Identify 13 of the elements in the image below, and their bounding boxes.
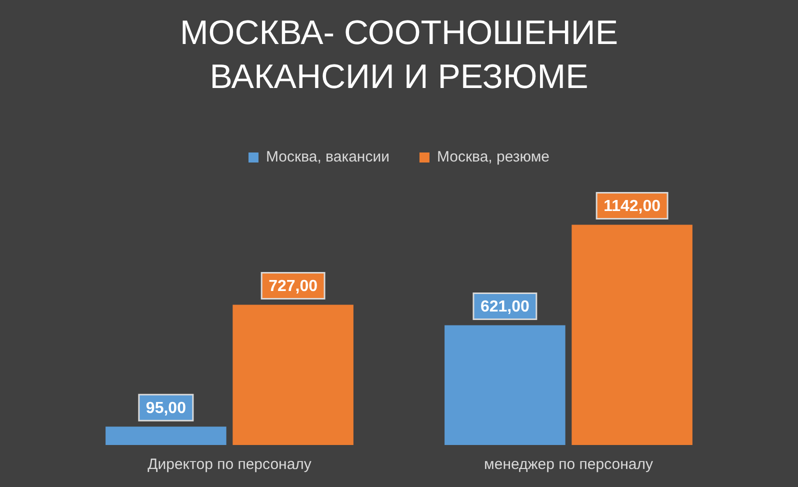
legend-label: Москва, резюме xyxy=(436,148,550,166)
bar xyxy=(232,304,354,445)
bar xyxy=(572,224,692,445)
chart-title: МОСКВА- СООТНОШЕНИЕ ВАКАНСИИ И РЕЗЮМЕ xyxy=(178,13,620,98)
data-label: 727,00 xyxy=(268,278,318,296)
bar xyxy=(444,325,566,445)
legend-label: Москва, вакансии xyxy=(266,148,390,166)
data-label: 1142,00 xyxy=(604,198,661,216)
x-tick-label: Директор по персоналу xyxy=(148,456,312,474)
data-label: 621,00 xyxy=(480,298,530,316)
bar xyxy=(106,426,226,445)
data-label: 95,00 xyxy=(146,400,186,418)
x-tick-label: менеджер по персоналу xyxy=(484,456,654,474)
